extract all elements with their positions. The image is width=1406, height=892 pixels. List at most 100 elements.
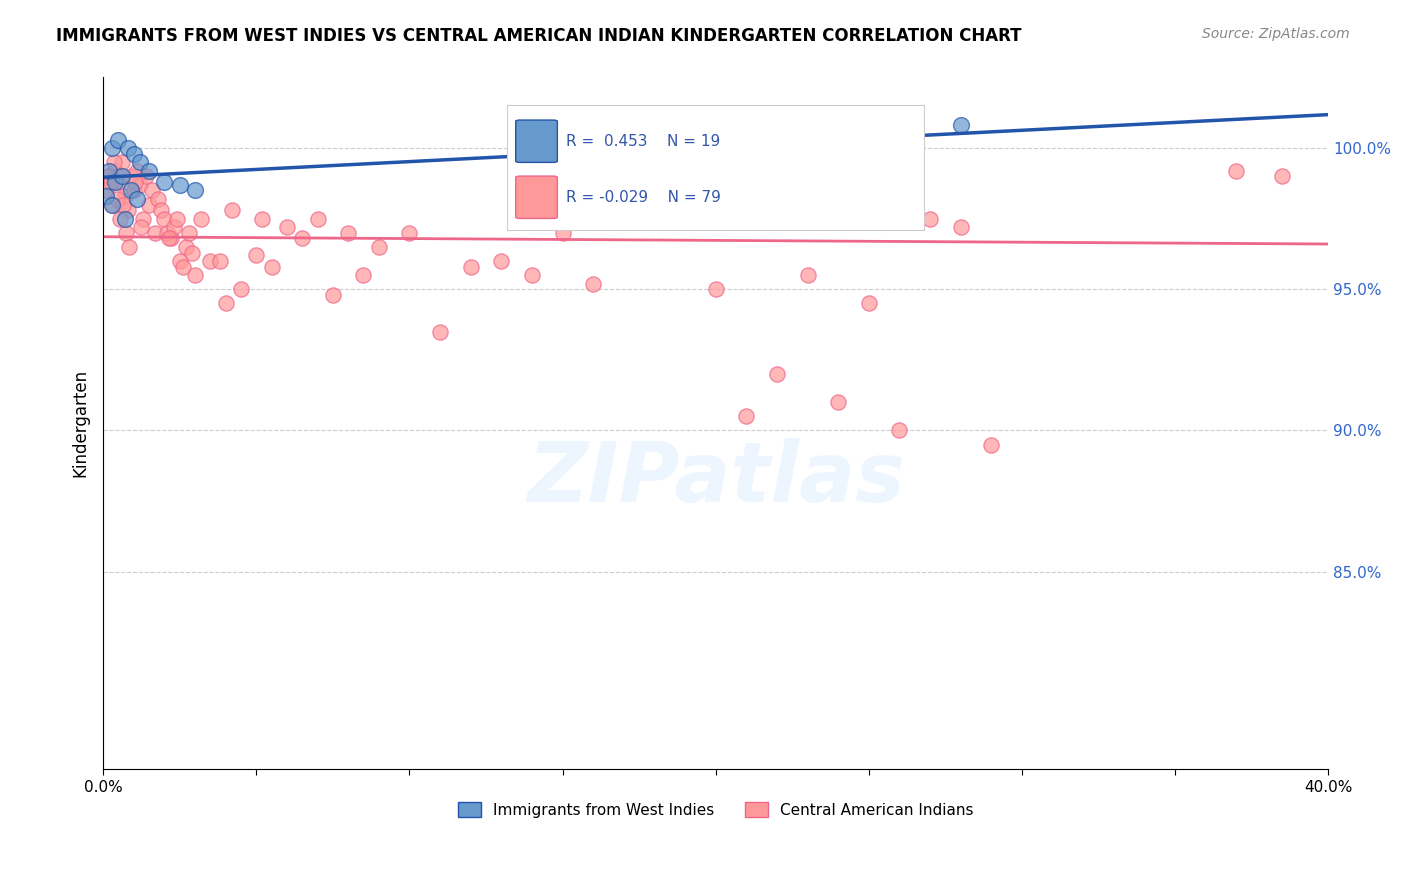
Point: [101, 141, 124, 155]
Point: [166, 211, 188, 226]
Point: [582, 277, 605, 291]
Point: [190, 211, 212, 226]
Point: [117, 141, 139, 155]
Point: [229, 282, 252, 296]
Point: [143, 226, 166, 240]
Point: [796, 268, 818, 282]
Point: [150, 203, 173, 218]
Point: [918, 211, 941, 226]
Point: [307, 211, 329, 226]
Point: [98, 169, 121, 184]
Point: [96, 189, 118, 203]
Point: [105, 192, 128, 206]
Point: [157, 231, 180, 245]
Point: [735, 409, 758, 424]
Point: [115, 226, 138, 240]
Point: [107, 132, 129, 146]
Point: [100, 175, 122, 189]
Point: [673, 203, 696, 218]
Point: [97, 169, 120, 184]
Point: [162, 220, 184, 235]
Point: [291, 231, 314, 245]
Point: [184, 183, 207, 197]
Point: [153, 175, 176, 189]
Legend: Immigrants from West Indies, Central American Indians: Immigrants from West Indies, Central Ame…: [451, 796, 980, 824]
Point: [156, 226, 179, 240]
Point: [110, 169, 132, 184]
Point: [704, 282, 727, 296]
Point: [122, 183, 145, 197]
Point: [112, 197, 135, 211]
Point: [643, 192, 665, 206]
Point: [141, 183, 163, 197]
Point: [796, 112, 818, 127]
Point: [104, 163, 127, 178]
Point: [138, 197, 160, 211]
Point: [398, 226, 420, 240]
Point: [613, 183, 636, 197]
Point: [110, 155, 132, 169]
Point: [104, 175, 127, 189]
Point: [135, 169, 157, 184]
Point: [122, 146, 145, 161]
Point: [159, 231, 181, 245]
Point: [114, 189, 136, 203]
Point: [114, 211, 136, 226]
Point: [214, 296, 236, 310]
Point: [352, 268, 374, 282]
Point: [132, 211, 155, 226]
Point: [980, 437, 1002, 451]
Point: [337, 226, 360, 240]
Point: [827, 395, 849, 409]
Point: [103, 155, 125, 169]
Point: [460, 260, 482, 274]
Point: [125, 192, 148, 206]
Point: [169, 254, 191, 268]
Point: [120, 183, 142, 197]
Point: [949, 220, 972, 235]
Point: [96, 183, 118, 197]
Point: [208, 254, 231, 268]
Point: [221, 203, 243, 218]
Point: [177, 226, 200, 240]
Point: [153, 211, 176, 226]
Point: [949, 119, 972, 133]
Point: [184, 268, 207, 282]
Point: [128, 155, 150, 169]
Text: IMMIGRANTS FROM WEST INDIES VS CENTRAL AMERICAN INDIAN KINDERGARTEN CORRELATION : IMMIGRANTS FROM WEST INDIES VS CENTRAL A…: [56, 27, 1022, 45]
Point: [117, 203, 139, 218]
Point: [169, 178, 191, 192]
Text: Source: ZipAtlas.com: Source: ZipAtlas.com: [1202, 27, 1350, 41]
Point: [429, 325, 451, 339]
Point: [252, 211, 274, 226]
Y-axis label: Kindergarten: Kindergarten: [72, 369, 89, 477]
Point: [322, 288, 344, 302]
Point: [101, 197, 124, 211]
Point: [1225, 163, 1247, 178]
Point: [107, 175, 129, 189]
Point: [520, 268, 543, 282]
Point: [1271, 169, 1294, 184]
Point: [148, 192, 170, 206]
Point: [889, 424, 911, 438]
Point: [128, 178, 150, 192]
Point: [174, 240, 197, 254]
Point: [118, 240, 141, 254]
Point: [858, 296, 880, 310]
Point: [491, 254, 513, 268]
Point: [367, 240, 389, 254]
Point: [131, 220, 153, 235]
Point: [101, 197, 124, 211]
Point: [766, 367, 789, 381]
Point: [172, 260, 194, 274]
Point: [125, 163, 148, 178]
Point: [276, 220, 298, 235]
Point: [260, 260, 283, 274]
Point: [200, 254, 222, 268]
Point: [108, 211, 131, 226]
Point: [138, 163, 160, 178]
Point: [245, 248, 267, 262]
Point: [98, 163, 121, 178]
Text: ZIPatlas: ZIPatlas: [527, 438, 904, 519]
Point: [181, 245, 204, 260]
